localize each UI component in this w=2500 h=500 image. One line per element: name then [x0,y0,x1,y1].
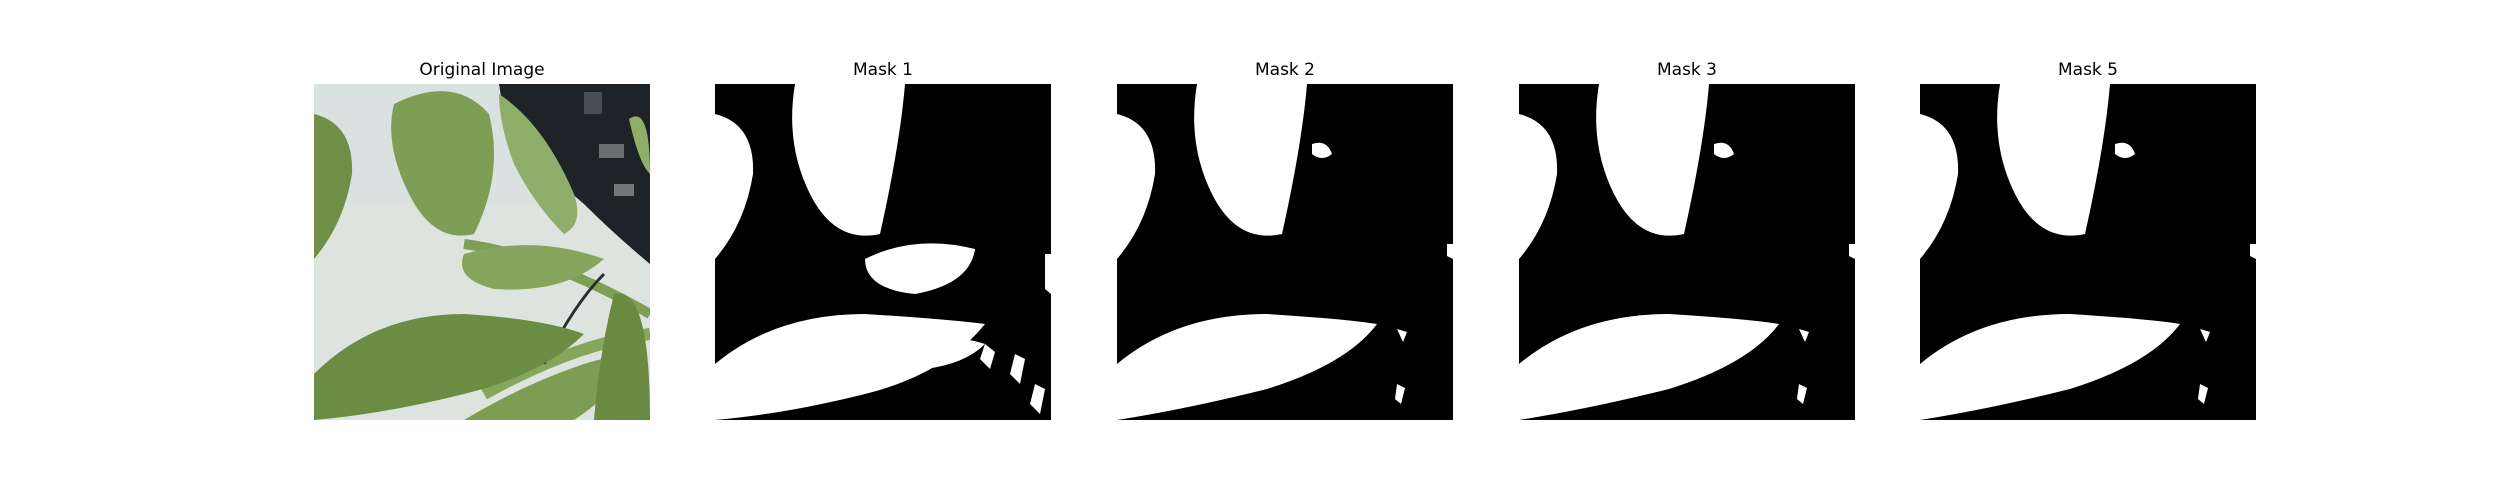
panel-mask-1: Mask 1 [715,0,1051,500]
panel-original-image: Original Image [314,0,650,500]
panel-title: Mask 2 [1254,60,1315,80]
panel-title: Mask 5 [2057,60,2118,80]
panel-mask-3: Mask 3 [1519,0,1855,500]
mask-2-image [1117,84,1453,420]
panel-title: Original Image [419,60,545,80]
panel-mask-5: Mask 5 [1920,0,2256,500]
mask-1-image [715,84,1051,420]
mask-5-image [1920,84,2256,420]
panel-mask-2: Mask 2 [1117,0,1453,500]
panel-title: Mask 1 [852,60,913,80]
mask-3-image [1519,84,1855,420]
original-photo [314,84,650,420]
panel-title: Mask 3 [1656,60,1717,80]
